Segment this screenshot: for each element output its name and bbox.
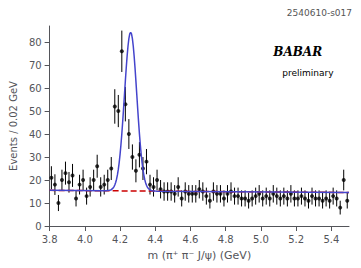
svg-text:4.0: 4.0	[77, 234, 93, 245]
svg-text:60: 60	[29, 83, 42, 94]
svg-text:5.0: 5.0	[253, 234, 269, 245]
svg-text:5.4: 5.4	[323, 234, 339, 245]
svg-text:Events / 0.02 GeV: Events / 0.02 GeV	[8, 81, 19, 171]
svg-text:5.2: 5.2	[288, 234, 304, 245]
svg-text:4.4: 4.4	[147, 234, 163, 245]
svg-text:preliminary: preliminary	[282, 68, 334, 78]
svg-text:30: 30	[29, 152, 42, 163]
svg-text:0: 0	[35, 221, 41, 232]
svg-text:10: 10	[29, 198, 42, 209]
svg-text:2540610-s017: 2540610-s017	[287, 8, 352, 18]
svg-text:80: 80	[29, 37, 42, 48]
svg-text:20: 20	[29, 175, 42, 186]
svg-text:m (π⁺ π⁻ J/ψ) (GeV): m (π⁺ π⁻ J/ψ) (GeV)	[147, 249, 251, 262]
svg-text:4.8: 4.8	[218, 234, 234, 245]
svg-text:BABAR: BABAR	[272, 45, 322, 59]
svg-text:70: 70	[29, 60, 42, 71]
svg-text:4.2: 4.2	[112, 234, 128, 245]
svg-text:40: 40	[29, 129, 42, 140]
svg-text:3.8: 3.8	[42, 234, 58, 245]
svg-text:4.6: 4.6	[183, 234, 199, 245]
svg-text:50: 50	[29, 106, 42, 117]
